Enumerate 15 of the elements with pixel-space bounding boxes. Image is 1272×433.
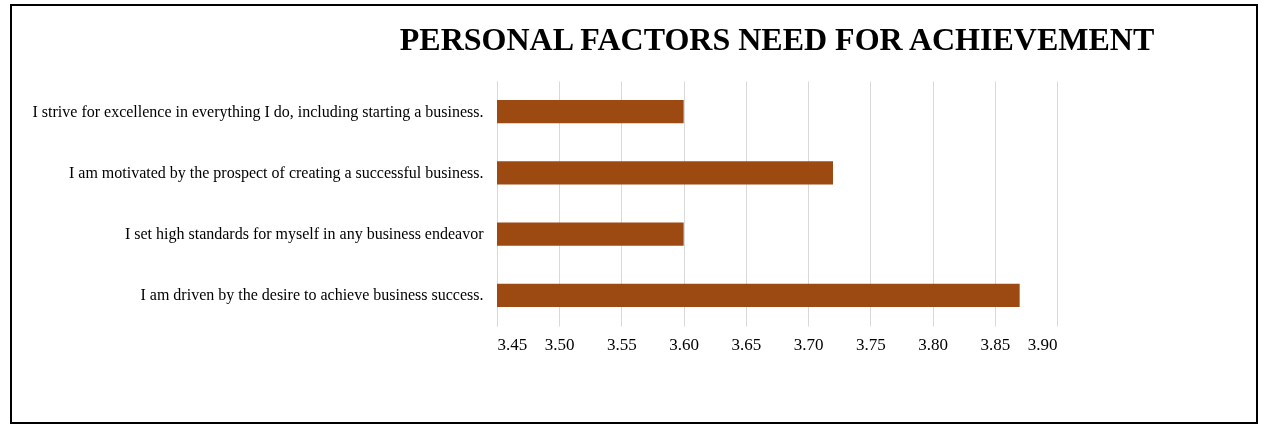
chart-title: PERSONAL FACTORS NEED FOR ACHIEVEMENT xyxy=(399,21,1155,57)
y-tick-label: I strive for excellence in everything I do, including starting a business. xyxy=(32,102,484,121)
x-tick-label: 3.80 xyxy=(918,334,948,354)
x-tick-label: 3.75 xyxy=(855,334,886,354)
x-tick-label: 3.55 xyxy=(607,334,637,354)
y-tick-label: I set high standards for myself in any business endeavor xyxy=(124,225,485,244)
x-tick-label: 3.60 xyxy=(669,334,700,354)
x-tick-label: 3.50 xyxy=(544,334,575,354)
y-tick-label: I am driven by the desire to achieve business success. xyxy=(140,286,484,305)
x-tick-label: 3.90 xyxy=(1027,334,1058,354)
y-tick-label: I am motivated by the prospect of creating a successful business. xyxy=(68,163,484,182)
x-tick-label: 3.45 xyxy=(497,334,528,354)
x-tick-label: 3.65 xyxy=(731,334,762,354)
x-tick-label: 3.85 xyxy=(980,334,1011,354)
x-tick-label: 3.70 xyxy=(793,334,824,354)
